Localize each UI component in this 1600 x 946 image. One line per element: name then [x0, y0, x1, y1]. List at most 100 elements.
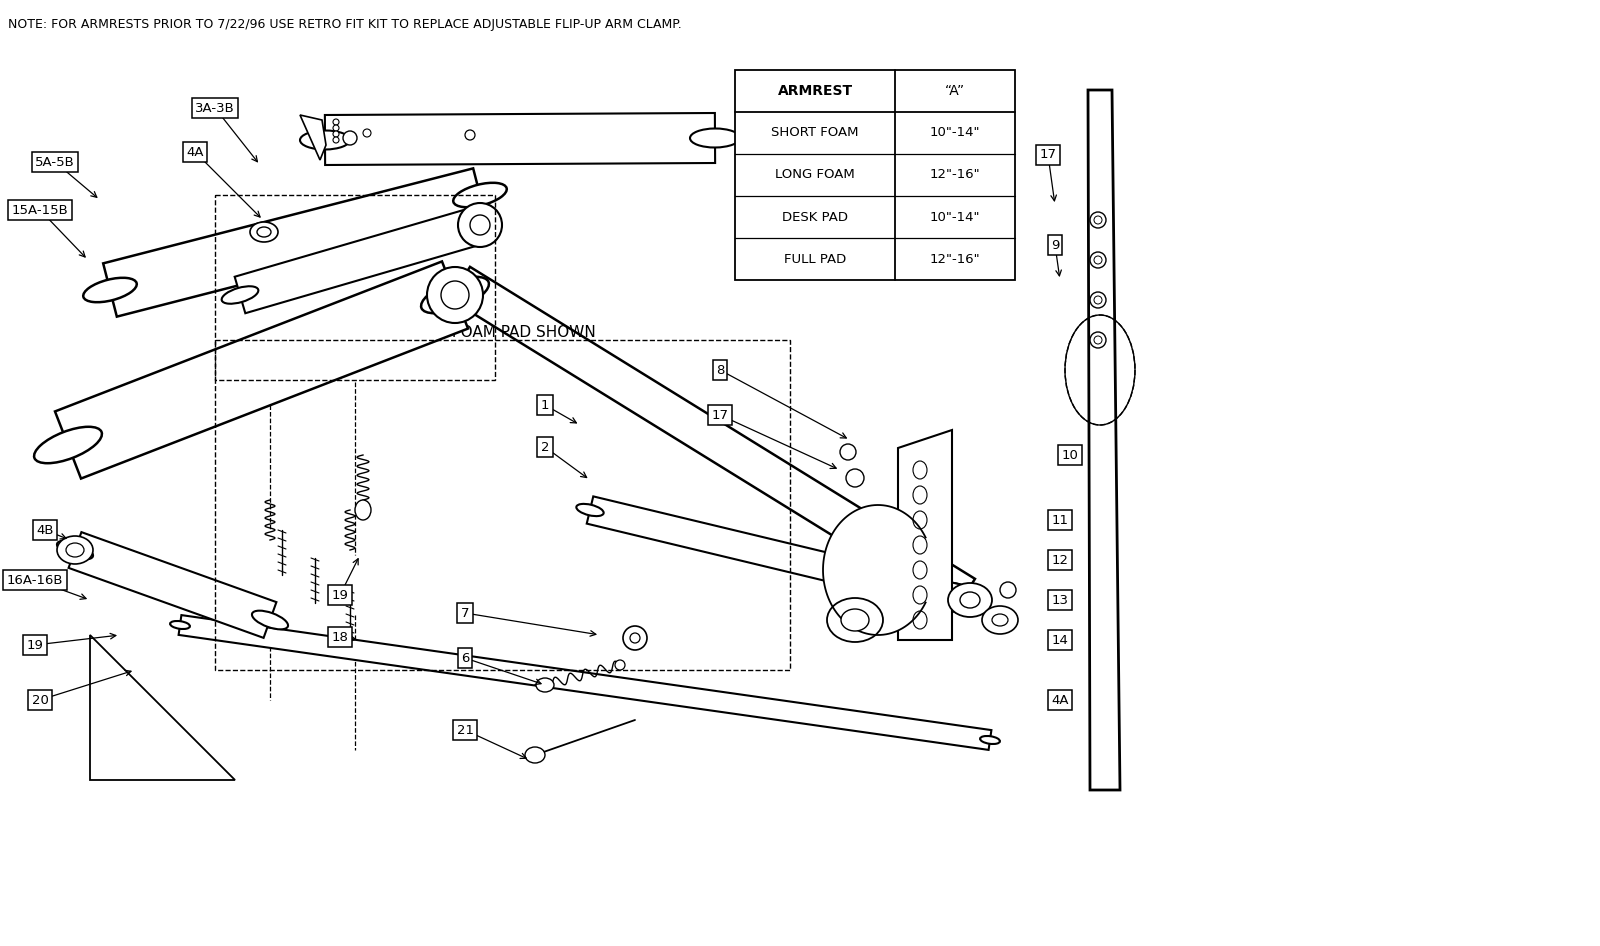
Ellipse shape: [170, 621, 190, 629]
Ellipse shape: [1000, 582, 1016, 598]
Polygon shape: [235, 207, 485, 313]
Polygon shape: [822, 505, 926, 635]
Text: 17: 17: [712, 409, 728, 422]
Text: 9: 9: [1051, 238, 1059, 252]
Ellipse shape: [952, 594, 979, 606]
Ellipse shape: [342, 131, 357, 145]
Text: 14: 14: [1051, 634, 1069, 646]
Text: FOAM PAD SHOWN: FOAM PAD SHOWN: [446, 325, 595, 340]
Text: 21: 21: [456, 724, 474, 737]
Polygon shape: [69, 532, 277, 638]
Text: ARMREST: ARMREST: [778, 84, 853, 98]
Ellipse shape: [251, 611, 288, 629]
Text: NOTE: FOR ARMRESTS PRIOR TO 7/22/96 USE RETRO FIT KIT TO REPLACE ADJUSTABLE FLIP: NOTE: FOR ARMRESTS PRIOR TO 7/22/96 USE …: [8, 18, 682, 31]
Ellipse shape: [83, 278, 136, 302]
Ellipse shape: [34, 427, 102, 464]
Text: 12: 12: [1051, 553, 1069, 567]
Ellipse shape: [840, 444, 856, 460]
Ellipse shape: [614, 660, 626, 670]
Text: 19: 19: [331, 588, 349, 602]
Ellipse shape: [470, 215, 490, 235]
Ellipse shape: [333, 125, 339, 131]
Ellipse shape: [1090, 212, 1106, 228]
Text: 12"-16": 12"-16": [930, 168, 981, 182]
Text: 10: 10: [1061, 448, 1078, 462]
Text: 19: 19: [27, 639, 43, 652]
Text: 2: 2: [541, 441, 549, 453]
Polygon shape: [587, 497, 968, 614]
Polygon shape: [102, 168, 486, 317]
Text: NOTE:: NOTE:: [392, 325, 445, 340]
Ellipse shape: [301, 131, 350, 149]
Ellipse shape: [442, 281, 469, 309]
Ellipse shape: [981, 736, 1000, 744]
Ellipse shape: [443, 272, 477, 295]
Polygon shape: [325, 113, 715, 165]
Text: SHORT FOAM: SHORT FOAM: [771, 127, 859, 139]
Ellipse shape: [576, 504, 603, 517]
Polygon shape: [898, 430, 952, 640]
Ellipse shape: [630, 633, 640, 643]
Ellipse shape: [960, 592, 979, 608]
Text: FULL PAD: FULL PAD: [784, 253, 846, 266]
Text: 13: 13: [1051, 593, 1069, 606]
Ellipse shape: [1090, 252, 1106, 268]
Ellipse shape: [58, 536, 93, 564]
Text: 17: 17: [1040, 149, 1056, 162]
Text: DESK PAD: DESK PAD: [782, 211, 848, 223]
Ellipse shape: [421, 277, 490, 313]
Ellipse shape: [1094, 216, 1102, 224]
Ellipse shape: [427, 267, 483, 323]
Ellipse shape: [536, 678, 554, 692]
Ellipse shape: [1094, 256, 1102, 264]
Ellipse shape: [466, 130, 475, 140]
Text: 6: 6: [461, 652, 469, 664]
Text: 5A-5B: 5A-5B: [35, 155, 75, 168]
Ellipse shape: [1094, 296, 1102, 304]
Ellipse shape: [1094, 336, 1102, 344]
Ellipse shape: [333, 131, 339, 137]
Ellipse shape: [982, 606, 1018, 634]
Text: 8: 8: [715, 363, 725, 377]
Ellipse shape: [914, 461, 926, 479]
Ellipse shape: [914, 486, 926, 504]
Ellipse shape: [914, 586, 926, 604]
Text: LONG FOAM: LONG FOAM: [774, 168, 854, 182]
Polygon shape: [90, 635, 235, 780]
Ellipse shape: [258, 227, 270, 237]
Ellipse shape: [363, 129, 371, 137]
Text: 4A: 4A: [186, 146, 203, 159]
Text: 10"-14": 10"-14": [930, 211, 981, 223]
Text: 18: 18: [331, 630, 349, 643]
Text: 4A: 4A: [1051, 693, 1069, 707]
Bar: [214, 195, 494, 380]
Ellipse shape: [250, 222, 278, 242]
Ellipse shape: [1090, 332, 1106, 348]
Text: 12"-16": 12"-16": [930, 253, 981, 266]
Bar: [734, 70, 1014, 280]
Text: “A”: “A”: [946, 84, 965, 98]
Ellipse shape: [914, 561, 926, 579]
Ellipse shape: [914, 536, 926, 554]
Ellipse shape: [914, 511, 926, 529]
Ellipse shape: [992, 614, 1008, 626]
Text: 11: 11: [1051, 514, 1069, 527]
Ellipse shape: [66, 543, 83, 557]
Ellipse shape: [222, 287, 258, 304]
Ellipse shape: [333, 119, 339, 125]
Ellipse shape: [846, 469, 864, 487]
Text: 16A-16B: 16A-16B: [6, 573, 64, 587]
Ellipse shape: [58, 541, 93, 559]
Ellipse shape: [949, 584, 982, 606]
Ellipse shape: [690, 129, 739, 148]
Ellipse shape: [842, 609, 869, 631]
Text: 15A-15B: 15A-15B: [11, 203, 69, 217]
Ellipse shape: [333, 137, 339, 143]
Polygon shape: [179, 615, 992, 750]
Ellipse shape: [355, 500, 371, 520]
Text: 10"-14": 10"-14": [930, 127, 981, 139]
Bar: [214, 340, 790, 670]
Polygon shape: [450, 267, 974, 611]
Text: 7: 7: [461, 606, 469, 620]
Polygon shape: [1088, 90, 1120, 790]
